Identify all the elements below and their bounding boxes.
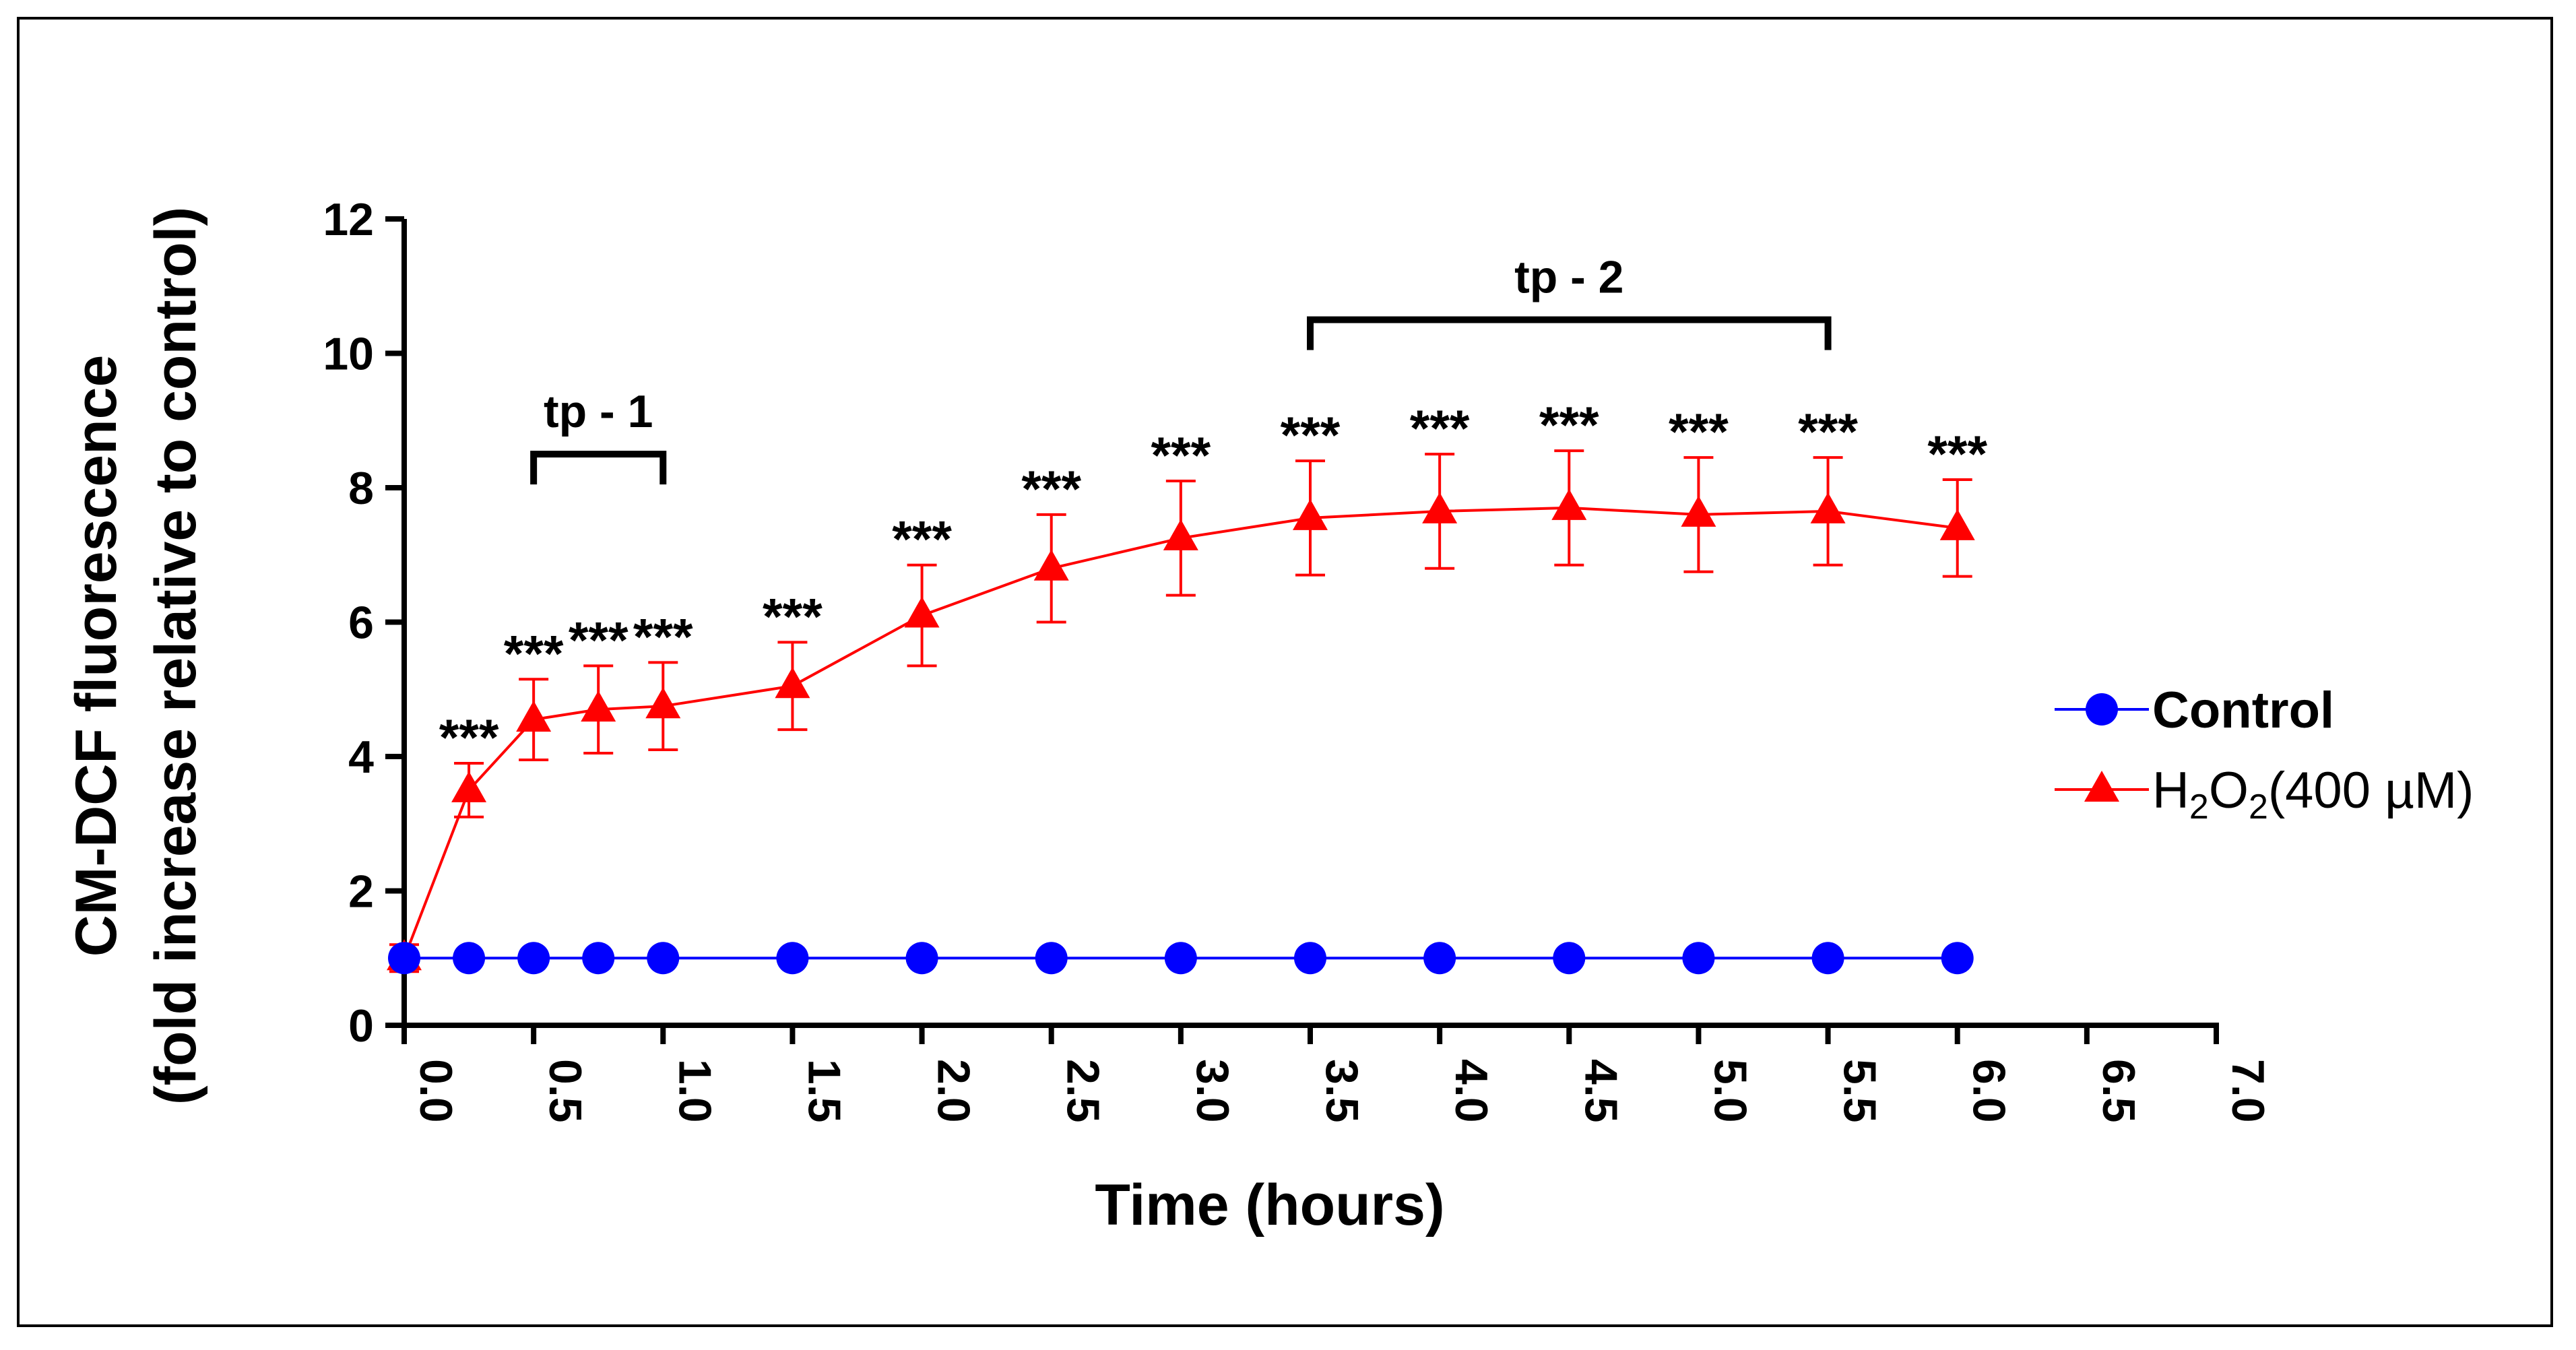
h2o2-point <box>1422 492 1458 523</box>
control-point <box>1035 942 1068 975</box>
y-tick-label: 10 <box>323 329 374 380</box>
legend-h2o2-label: H2O2(400 µM) <box>2152 762 2474 827</box>
h2o2-point <box>1810 492 1846 523</box>
x-tick-label: 0.0 <box>410 1059 461 1123</box>
figure-border <box>17 17 2553 1327</box>
h2o2-point <box>1293 499 1328 530</box>
h2o2-point <box>1681 495 1716 527</box>
control-point <box>1941 942 1974 975</box>
y-tick-label: 0 <box>348 1000 374 1052</box>
control-point <box>453 942 486 975</box>
h2o2-point <box>1939 509 1975 540</box>
series-control <box>388 942 1974 975</box>
y-tick-label: 12 <box>323 194 374 245</box>
significance-stars: *** <box>504 625 564 682</box>
control-point <box>517 942 550 975</box>
significance-bracket <box>1307 316 1832 350</box>
bracket-label: tp - 1 <box>544 386 653 437</box>
annotations: tp - 1tp - 2****** *** *** ************ *** *… <box>439 252 1988 767</box>
y-tick-label: 6 <box>348 598 374 649</box>
legend-control-marker <box>2086 693 2118 726</box>
h2o2-point <box>1163 519 1198 550</box>
x-tick-label: 2.0 <box>928 1059 979 1123</box>
y-axis-title-line2: (fold increase relative to control) <box>143 207 208 1105</box>
x-tick-label: 1.5 <box>798 1059 849 1123</box>
series-layer <box>387 449 1975 975</box>
control-point <box>905 942 938 975</box>
h2o2-point <box>581 690 616 722</box>
h2o2-point <box>1551 488 1587 520</box>
control-point <box>1553 942 1586 975</box>
significance-stars: *** <box>439 709 499 767</box>
x-tick-label: 3.0 <box>1187 1059 1238 1123</box>
control-point <box>1294 942 1326 975</box>
significance-stars: *** <box>1927 426 1987 483</box>
h2o2-point <box>451 771 487 802</box>
significance-stars: *** <box>892 511 952 569</box>
y-tick-label: 4 <box>348 732 374 783</box>
significance-stars: *** <box>569 612 629 669</box>
control-point <box>1682 942 1715 975</box>
significance-bracket <box>530 451 667 485</box>
x-tick-label: 6.5 <box>2093 1059 2144 1123</box>
control-point <box>1811 942 1844 975</box>
significance-stars: *** <box>1151 427 1211 484</box>
h2o2-point <box>516 701 552 732</box>
significance-stars: *** <box>1539 397 1599 454</box>
bracket-label: tp - 2 <box>1514 252 1623 303</box>
control-point <box>776 942 809 975</box>
x-tick-label: 4.5 <box>1575 1059 1626 1123</box>
x-tick-label: 5.5 <box>1834 1059 1886 1123</box>
significance-stars: *** <box>1410 400 1470 457</box>
significance-stars: *** <box>763 588 823 645</box>
x-tick-label: 0.5 <box>540 1059 591 1123</box>
h2o2-point <box>775 667 810 699</box>
x-tick-label: 7.0 <box>2222 1059 2274 1123</box>
y-tick-label: 2 <box>348 866 374 918</box>
h2o2-point <box>645 687 681 719</box>
legend-control-label: Control <box>2152 682 2334 739</box>
significance-stars: *** <box>1281 407 1341 464</box>
legend-h2o2-marker <box>2084 771 2119 802</box>
x-tick-label: 5.0 <box>1704 1059 1756 1123</box>
control-point <box>647 942 680 975</box>
control-point <box>1423 942 1456 975</box>
x-tick-label: 1.0 <box>669 1059 720 1123</box>
y-axis-title-line1: CM-DCF fluorescence <box>64 355 129 957</box>
control-point <box>582 942 615 975</box>
significance-stars: *** <box>633 608 693 666</box>
significance-stars: *** <box>1021 461 1081 518</box>
series-h2o2 <box>387 449 1975 973</box>
x-tick-label: 6.0 <box>1964 1059 2015 1123</box>
y-tick-label: 8 <box>348 463 374 514</box>
x-axis-title: Time (hours) <box>1095 1173 1444 1238</box>
x-tick-label: 4.0 <box>1446 1059 1497 1123</box>
x-tick-label: 3.5 <box>1316 1059 1367 1123</box>
control-point <box>1164 942 1197 975</box>
h2o2-point <box>1033 549 1069 581</box>
control-point <box>388 942 420 975</box>
legend: Control H2O2(400 µM) <box>2055 682 2474 827</box>
h2o2-point <box>904 596 940 628</box>
significance-stars: *** <box>1669 404 1729 461</box>
x-tick-label: 2.5 <box>1058 1059 1109 1123</box>
significance-stars: *** <box>1798 404 1858 461</box>
axes: 0 2 4 6 8 10 12 0.0 0.5 1.0 1.5 2.0 2.5 3.0 3.5 4.0 4.5 5… <box>64 194 2274 1238</box>
